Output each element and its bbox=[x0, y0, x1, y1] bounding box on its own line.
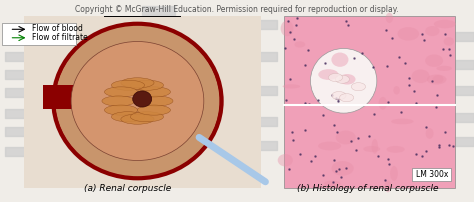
Text: Flow of filtrate: Flow of filtrate bbox=[32, 33, 88, 42]
Ellipse shape bbox=[379, 97, 387, 110]
Ellipse shape bbox=[372, 139, 378, 154]
Text: Flow of blood: Flow of blood bbox=[32, 24, 83, 33]
Ellipse shape bbox=[71, 42, 204, 161]
Ellipse shape bbox=[386, 13, 393, 23]
Ellipse shape bbox=[398, 27, 419, 41]
Ellipse shape bbox=[121, 114, 154, 124]
Text: LM 300x: LM 300x bbox=[416, 170, 448, 179]
Ellipse shape bbox=[390, 166, 398, 181]
Ellipse shape bbox=[335, 75, 349, 83]
Ellipse shape bbox=[55, 24, 220, 178]
Ellipse shape bbox=[339, 74, 356, 85]
Ellipse shape bbox=[130, 80, 164, 90]
Ellipse shape bbox=[339, 94, 354, 102]
Ellipse shape bbox=[130, 112, 164, 122]
Ellipse shape bbox=[425, 54, 443, 67]
Ellipse shape bbox=[425, 26, 439, 36]
Ellipse shape bbox=[332, 92, 346, 100]
Ellipse shape bbox=[133, 91, 152, 107]
Ellipse shape bbox=[351, 83, 365, 91]
Ellipse shape bbox=[331, 53, 348, 67]
Ellipse shape bbox=[319, 69, 338, 80]
Ellipse shape bbox=[411, 69, 429, 83]
Ellipse shape bbox=[393, 86, 400, 95]
Ellipse shape bbox=[137, 87, 171, 97]
Bar bbox=[43, 85, 90, 109]
Ellipse shape bbox=[331, 161, 354, 176]
Ellipse shape bbox=[111, 112, 145, 122]
Ellipse shape bbox=[102, 96, 135, 106]
Ellipse shape bbox=[104, 105, 137, 115]
Ellipse shape bbox=[384, 180, 391, 192]
Ellipse shape bbox=[336, 130, 356, 144]
Bar bbox=[24, 16, 261, 188]
Ellipse shape bbox=[437, 66, 452, 71]
Ellipse shape bbox=[363, 146, 380, 152]
Bar bbox=[284, 16, 455, 188]
Ellipse shape bbox=[391, 119, 413, 124]
Ellipse shape bbox=[137, 105, 171, 115]
Ellipse shape bbox=[318, 142, 341, 150]
Ellipse shape bbox=[432, 75, 444, 83]
Ellipse shape bbox=[386, 146, 405, 153]
Ellipse shape bbox=[324, 181, 341, 187]
Ellipse shape bbox=[121, 78, 154, 88]
Ellipse shape bbox=[111, 80, 145, 90]
Ellipse shape bbox=[281, 21, 293, 36]
Ellipse shape bbox=[328, 74, 343, 82]
Text: Copyright © McGraw-Hill Education. Permission required for reproduction or displ: Copyright © McGraw-Hill Education. Permi… bbox=[75, 5, 399, 14]
Ellipse shape bbox=[140, 96, 173, 106]
Ellipse shape bbox=[427, 74, 447, 85]
Ellipse shape bbox=[104, 87, 137, 97]
Text: (b) Histology of renal corpuscle: (b) Histology of renal corpuscle bbox=[297, 184, 438, 193]
Text: (a) Renal corpuscle: (a) Renal corpuscle bbox=[84, 184, 172, 193]
FancyBboxPatch shape bbox=[2, 23, 76, 45]
Ellipse shape bbox=[278, 154, 293, 166]
Ellipse shape bbox=[444, 37, 454, 46]
Ellipse shape bbox=[310, 48, 377, 113]
Ellipse shape bbox=[434, 20, 456, 28]
Ellipse shape bbox=[426, 128, 434, 139]
Ellipse shape bbox=[294, 41, 305, 48]
Ellipse shape bbox=[283, 84, 300, 88]
FancyBboxPatch shape bbox=[412, 168, 451, 181]
